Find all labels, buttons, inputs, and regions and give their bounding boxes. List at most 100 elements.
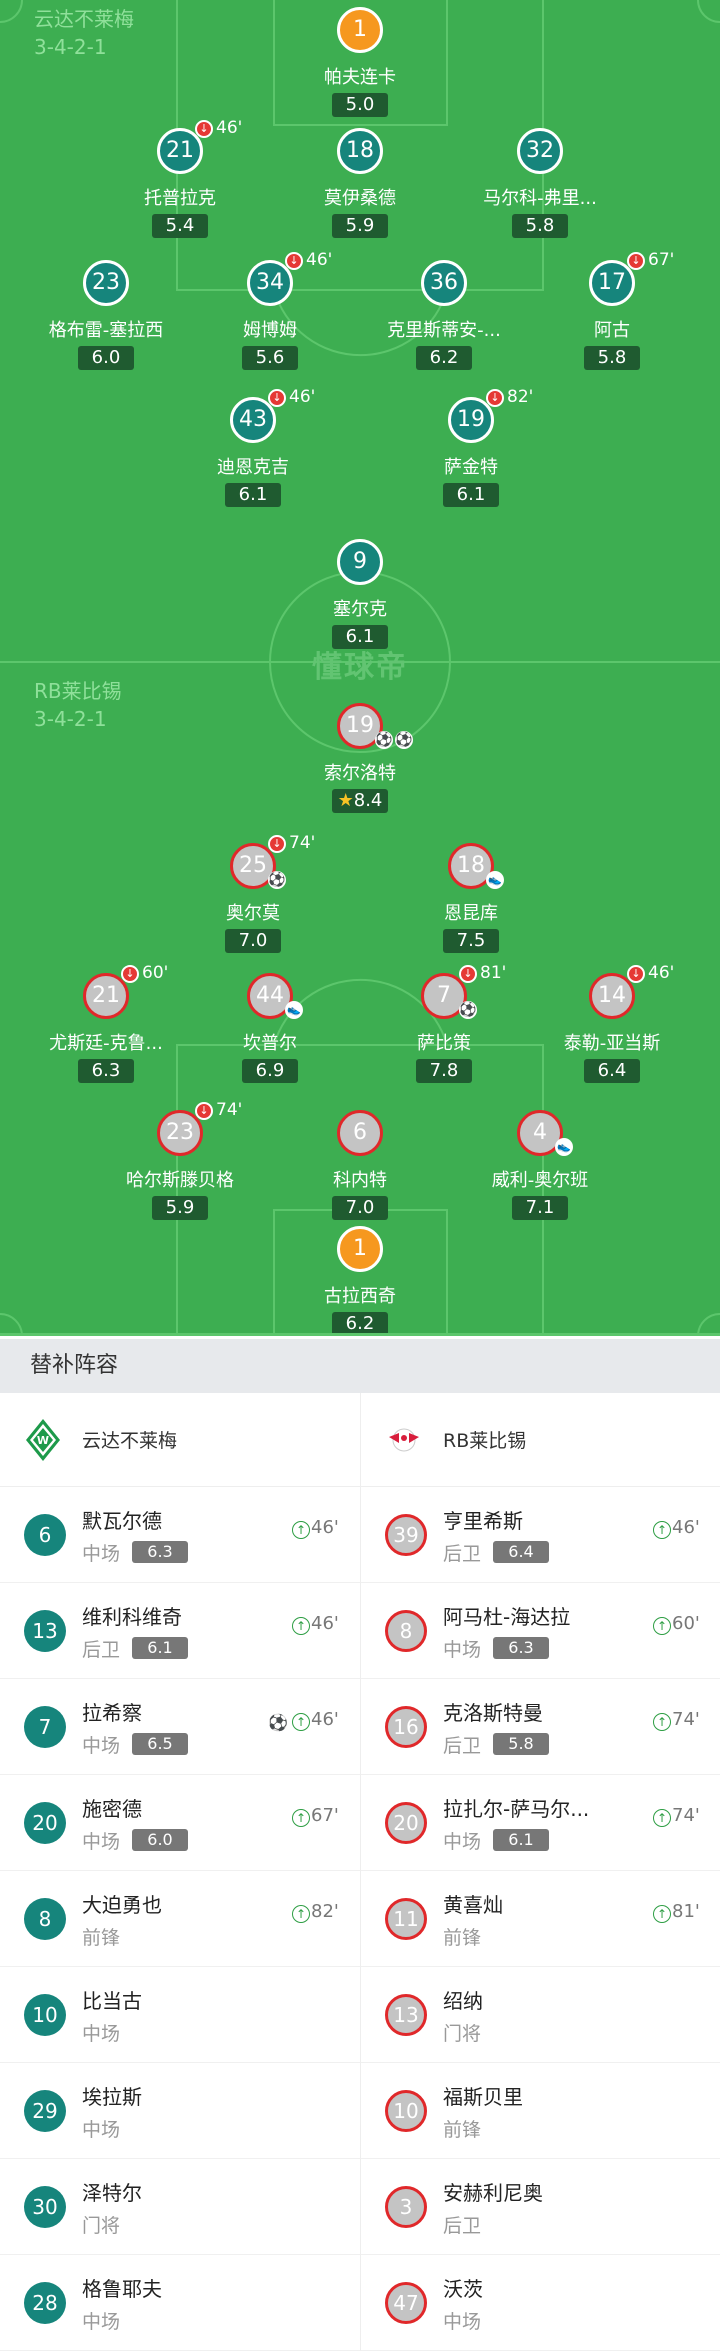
player-number-badge[interactable]: 32 — [517, 128, 563, 174]
substitute-row[interactable]: 20 拉扎尔-萨马尔... 中场 6.1 ↑ 74' — [361, 1775, 720, 1871]
player-name: 姆博姆 — [243, 320, 297, 341]
player-name: 塞尔克 — [333, 599, 387, 620]
substitute-row[interactable]: 29 埃拉斯 中场 — [0, 2063, 360, 2159]
player-number-badge[interactable]: 23 — [157, 1110, 203, 1156]
substitution-minute: 67' — [311, 1805, 339, 1826]
player-number-badge[interactable]: 21 — [83, 973, 129, 1019]
substitute-row[interactable]: 16 克洛斯特曼 后卫 5.8 ↑ 74' — [361, 1679, 720, 1775]
player-number-badge[interactable]: 23 — [83, 260, 129, 306]
substitute-rating: 6.4 — [493, 1541, 549, 1563]
home-team-name-subs: 云达不莱梅 — [82, 1430, 178, 1452]
player-rating: 5.8 — [512, 214, 568, 238]
substitute-position: 后卫 — [443, 1735, 482, 1757]
substitute-row[interactable]: 6 默瓦尔德 中场 6.3 ↑ 46' — [0, 1487, 360, 1583]
substituted-on-icon: ↑ — [653, 1713, 671, 1731]
player-number-badge[interactable]: 9 — [337, 539, 383, 585]
rating-value: 5.8 — [525, 215, 555, 236]
player-number-badge[interactable]: 18 — [448, 843, 494, 889]
substitute-row[interactable]: 10 福斯贝里 前锋 — [361, 2063, 720, 2159]
player-rating: 6.1 — [443, 483, 499, 507]
substitute-row[interactable]: 3 安赫利尼奥 后卫 — [361, 2159, 720, 2255]
rating-value: 6.3 — [91, 1060, 121, 1081]
star-icon: ★ — [337, 790, 354, 811]
substitute-name: 沃茨 — [443, 2277, 483, 2301]
player-number-badge[interactable]: 1 — [337, 7, 383, 53]
player-name: 阿古 — [594, 320, 630, 341]
player-number-badge[interactable]: 21 — [157, 128, 203, 174]
rating-value: 6.2 — [429, 347, 459, 368]
player-number-badge[interactable]: 17 — [589, 260, 635, 306]
player-number-badge[interactable]: 19 — [448, 397, 494, 443]
player-number-badge[interactable]: 44 — [247, 973, 293, 1019]
player-rating: 6.2 — [332, 1312, 388, 1333]
substitute-position: 门将 — [443, 2023, 482, 2045]
player-number-badge: 6 — [24, 1514, 66, 1556]
player-name: 坎普尔 — [243, 1033, 297, 1054]
substitution-minute: 46' — [672, 1517, 700, 1538]
substitute-row[interactable]: 13 维利科维奇 后卫 6.1 ↑ 46' — [0, 1583, 360, 1679]
substituted-off-icon: ↓ — [268, 835, 286, 853]
player-rating: 6.9 — [242, 1059, 298, 1083]
substitution-minute: 60' — [142, 963, 169, 983]
substitute-row[interactable]: 11 黄喜灿 前锋 ↑ 81' — [361, 1871, 720, 1967]
substitute-row[interactable]: 39 亨里希斯 后卫 6.4 ↑ 46' — [361, 1487, 720, 1583]
pitch-lines — [0, 0, 720, 1333]
player-number-badge: 20 — [24, 1802, 66, 1844]
rating-value: 6.1 — [456, 484, 486, 505]
substitute-position: 中场 — [443, 2311, 482, 2333]
player-rating: ★8.4 — [332, 789, 388, 813]
substitute-name: 埃拉斯 — [82, 2085, 142, 2109]
assist-boot-icon: 👟 — [285, 1001, 303, 1019]
player-name: 马尔科-弗里... — [483, 188, 597, 209]
substitution-minute: 60' — [672, 1613, 700, 1634]
player-number-badge[interactable]: 4 — [517, 1110, 563, 1156]
substituted-on-icon: ↑ — [292, 1617, 310, 1635]
player-rating: 7.8 — [416, 1059, 472, 1083]
rating-value: 6.9 — [255, 1060, 285, 1081]
substitute-rating: 6.0 — [132, 1829, 188, 1851]
player-number-badge[interactable]: 6 — [337, 1110, 383, 1156]
substitute-row[interactable]: 30 泽特尔 门将 — [0, 2159, 360, 2255]
substitute-row[interactable]: 10 比当古 中场 — [0, 1967, 360, 2063]
substitutes-header: 替补阵容 — [0, 1339, 720, 1393]
player-name: 恩昆库 — [444, 903, 498, 924]
substitute-position: 中场 — [82, 2119, 121, 2141]
player-number-badge[interactable]: 18 — [337, 128, 383, 174]
player-number-badge[interactable]: 36 — [421, 260, 467, 306]
substituted-on-icon: ↑ — [292, 1521, 310, 1539]
substitution-minute: 82' — [311, 1901, 339, 1922]
assist-boot-icon: 👟 — [555, 1138, 573, 1156]
substituted-on-icon: ↑ — [653, 1617, 671, 1635]
substitute-rating: 6.5 — [132, 1733, 188, 1755]
player-name: 哈尔斯滕贝格 — [126, 1170, 234, 1191]
substitute-row[interactable]: 13 绍纳 门将 — [361, 1967, 720, 2063]
home-team-row[interactable]: W 云达不莱梅 — [0, 1393, 360, 1487]
player-number-badge: 20 — [385, 1802, 427, 1844]
substitute-row[interactable]: 20 施密德 中场 6.0 ↑ 67' — [0, 1775, 360, 1871]
player-number-badge[interactable]: 14 — [589, 973, 635, 1019]
substitute-rating: 6.1 — [493, 1829, 549, 1851]
player-number-badge: 10 — [24, 1994, 66, 2036]
substitute-row[interactable]: 8 大迫勇也 前锋 ↑ 82' — [0, 1871, 360, 1967]
substitute-row[interactable]: 8 阿马杜-海达拉 中场 6.3 ↑ 60' — [361, 1583, 720, 1679]
rating-value: 7.0 — [345, 1197, 375, 1218]
away-team-row[interactable]: RB莱比锡 — [361, 1393, 720, 1487]
substitution-minute: 82' — [507, 387, 534, 407]
player-name: 格布雷-塞拉西 — [48, 320, 164, 341]
substitution-minute: 46' — [311, 1709, 339, 1730]
substitute-position: 中场 — [82, 1735, 121, 1757]
rating-value: 5.0 — [345, 94, 375, 115]
substitution-minute: 81' — [672, 1901, 700, 1922]
player-number-badge[interactable]: 34 — [247, 260, 293, 306]
player-number-badge[interactable]: 43 — [230, 397, 276, 443]
substitute-row[interactable]: 7 拉希察 中场 6.5 ⚽ ↑ 46' — [0, 1679, 360, 1775]
player-number-badge[interactable]: 1 — [337, 1226, 383, 1272]
substitute-row[interactable]: 47 沃茨 中场 — [361, 2255, 720, 2351]
player-name: 莫伊桑德 — [324, 188, 396, 209]
substitute-position: 中场 — [82, 1543, 121, 1565]
substitute-row[interactable]: 28 格鲁耶夫 中场 — [0, 2255, 360, 2351]
player-rating: 5.0 — [332, 93, 388, 117]
substituted-on-icon: ↑ — [292, 1713, 310, 1731]
substitute-position: 中场 — [443, 1639, 482, 1661]
substitution-minute: 46' — [306, 250, 333, 270]
